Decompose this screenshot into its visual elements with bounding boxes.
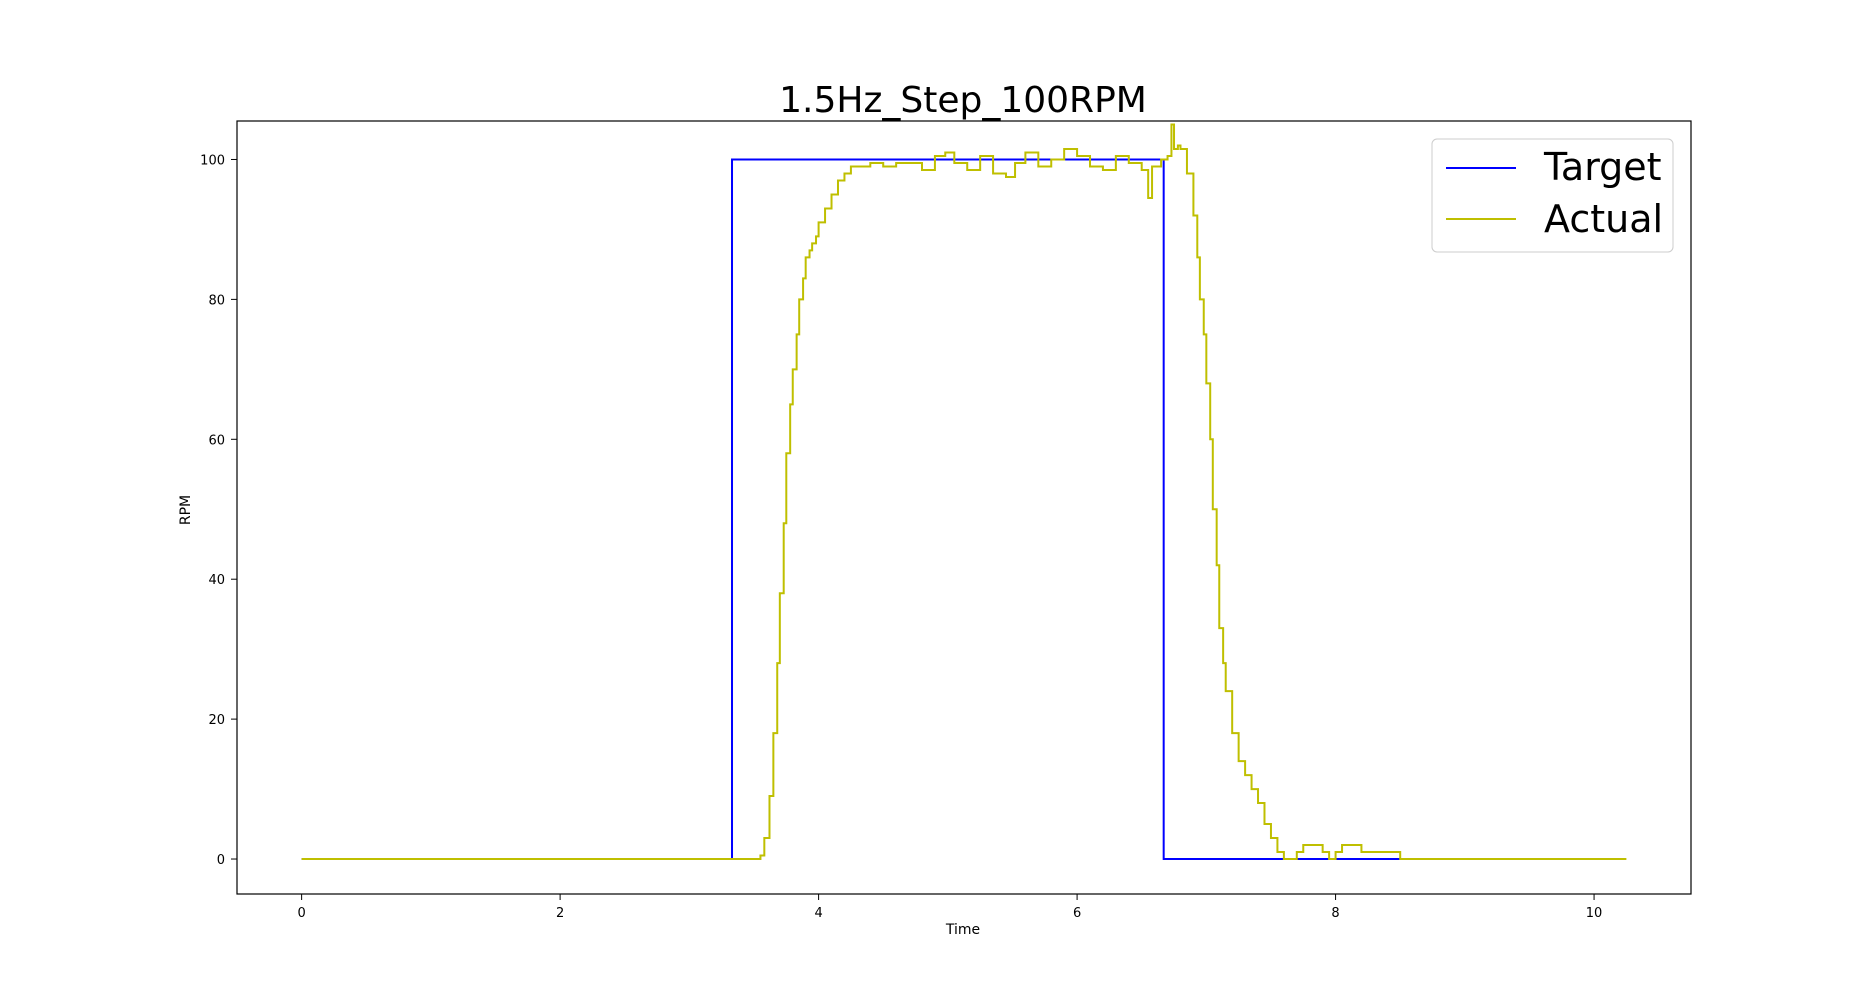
series-line-actual bbox=[301, 123, 1627, 861]
legend-label-target: Target bbox=[1543, 145, 1662, 189]
x-tick-label: 4 bbox=[814, 906, 822, 921]
plot-area bbox=[301, 123, 1627, 861]
legend-label-actual: Actual bbox=[1544, 197, 1663, 241]
y-tick-label: 20 bbox=[208, 713, 225, 728]
plot-frame bbox=[236, 120, 1692, 895]
y-tick-label: 80 bbox=[208, 293, 225, 308]
y-axis-label: RPM bbox=[178, 495, 194, 525]
x-tick-label: 6 bbox=[1073, 906, 1081, 921]
y-tick-label: 0 bbox=[217, 853, 225, 868]
legend: Target Actual bbox=[1431, 138, 1674, 253]
x-tick-label: 2 bbox=[556, 906, 564, 921]
chart-title: 1.5Hz_Step_100RPM bbox=[779, 80, 1147, 121]
y-tick-label: 100 bbox=[200, 153, 225, 168]
x-axis-label: Time bbox=[945, 922, 980, 938]
y-tick-label: 60 bbox=[208, 433, 225, 448]
y-tick-label: 40 bbox=[208, 573, 225, 588]
x-tick-label: 10 bbox=[1586, 906, 1603, 921]
x-tick-label: 8 bbox=[1331, 906, 1339, 921]
x-tick-label: 0 bbox=[297, 906, 305, 921]
